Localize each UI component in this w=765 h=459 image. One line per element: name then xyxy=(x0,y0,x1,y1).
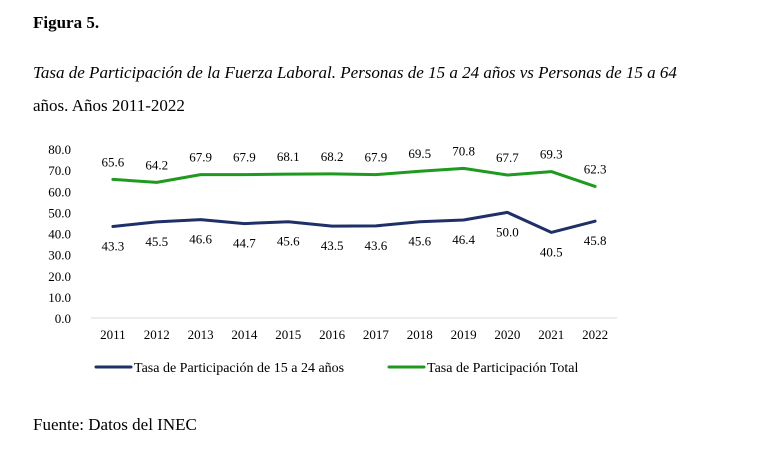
y-tick-label: 70.0 xyxy=(48,163,71,178)
series-line-youth xyxy=(111,210,597,234)
data-label: 43.5 xyxy=(321,238,344,253)
x-tick-label: 2018 xyxy=(407,327,433,342)
chart-area: 0.0 10.0 20.0 30.0 40.0 50.0 60.0 70.0 80.0 2011 2… xyxy=(33,130,647,388)
data-label: 64.2 xyxy=(145,157,168,172)
data-label: 67.9 xyxy=(365,150,388,165)
x-tick-label: 2016 xyxy=(319,327,346,342)
data-label: 67.9 xyxy=(233,150,256,165)
data-label: 70.8 xyxy=(452,143,475,158)
data-label: 43.3 xyxy=(102,239,125,254)
legend-label: Tasa de Participación de 15 a 24 años xyxy=(134,361,344,376)
data-label: 46.4 xyxy=(452,232,475,247)
x-tick-label: 2019 xyxy=(451,327,477,342)
y-tick-label: 40.0 xyxy=(48,227,71,242)
data-label: 65.6 xyxy=(102,154,125,169)
data-label: 45.5 xyxy=(145,234,168,249)
figure-label: Figura 5. xyxy=(33,13,100,32)
y-tick-label: 0.0 xyxy=(55,311,71,326)
line-chart: 0.0 10.0 20.0 30.0 40.0 50.0 60.0 70.0 80.0 2011 2… xyxy=(48,142,617,376)
figure-title-rest: años. Años 2011-2022 xyxy=(33,96,185,115)
x-tick-label: 2020 xyxy=(494,327,520,342)
figure-title-italic: Tasa de Participación de la Fuerza Labor… xyxy=(33,63,677,82)
y-tick-label: 20.0 xyxy=(48,269,71,284)
data-label: 40.5 xyxy=(540,244,563,259)
y-tick-label: 10.0 xyxy=(48,290,71,305)
x-tick-label: 2013 xyxy=(188,327,214,342)
x-tick-label: 2021 xyxy=(538,327,564,342)
data-label: 45.8 xyxy=(584,233,607,248)
x-tick-label: 2022 xyxy=(582,327,608,342)
data-label: 46.6 xyxy=(189,232,212,247)
data-label: 45.6 xyxy=(408,234,431,249)
y-tick-label: 50.0 xyxy=(48,205,71,220)
series-line-total xyxy=(111,166,597,188)
data-label: 50.0 xyxy=(496,224,519,239)
x-tick-label: 2011 xyxy=(100,327,126,342)
y-tick-label: 30.0 xyxy=(48,248,71,263)
x-tick-label: 2012 xyxy=(144,327,170,342)
data-label: 45.6 xyxy=(277,234,300,249)
data-label: 68.2 xyxy=(321,149,344,164)
data-label: 43.6 xyxy=(365,238,388,253)
x-tick-label: 2017 xyxy=(363,327,390,342)
legend-label: Tasa de Participación Total xyxy=(427,361,578,376)
source-note: Fuente: Datos del INEC xyxy=(33,415,197,434)
x-tick-label: 2015 xyxy=(275,327,301,342)
data-label: 69.5 xyxy=(408,146,431,161)
y-tick-label: 60.0 xyxy=(48,184,71,199)
figure-caption: Tasa de Participación de la Fuerza Labor… xyxy=(33,56,753,122)
data-label: 69.3 xyxy=(540,147,563,162)
x-tick-label: 2014 xyxy=(231,327,258,342)
data-label: 67.7 xyxy=(496,150,519,165)
data-label: 62.3 xyxy=(584,161,607,176)
y-tick-label: 80.0 xyxy=(48,142,71,157)
data-label: 44.7 xyxy=(233,236,256,251)
data-label: 68.1 xyxy=(277,149,300,164)
data-label: 67.9 xyxy=(189,150,212,165)
